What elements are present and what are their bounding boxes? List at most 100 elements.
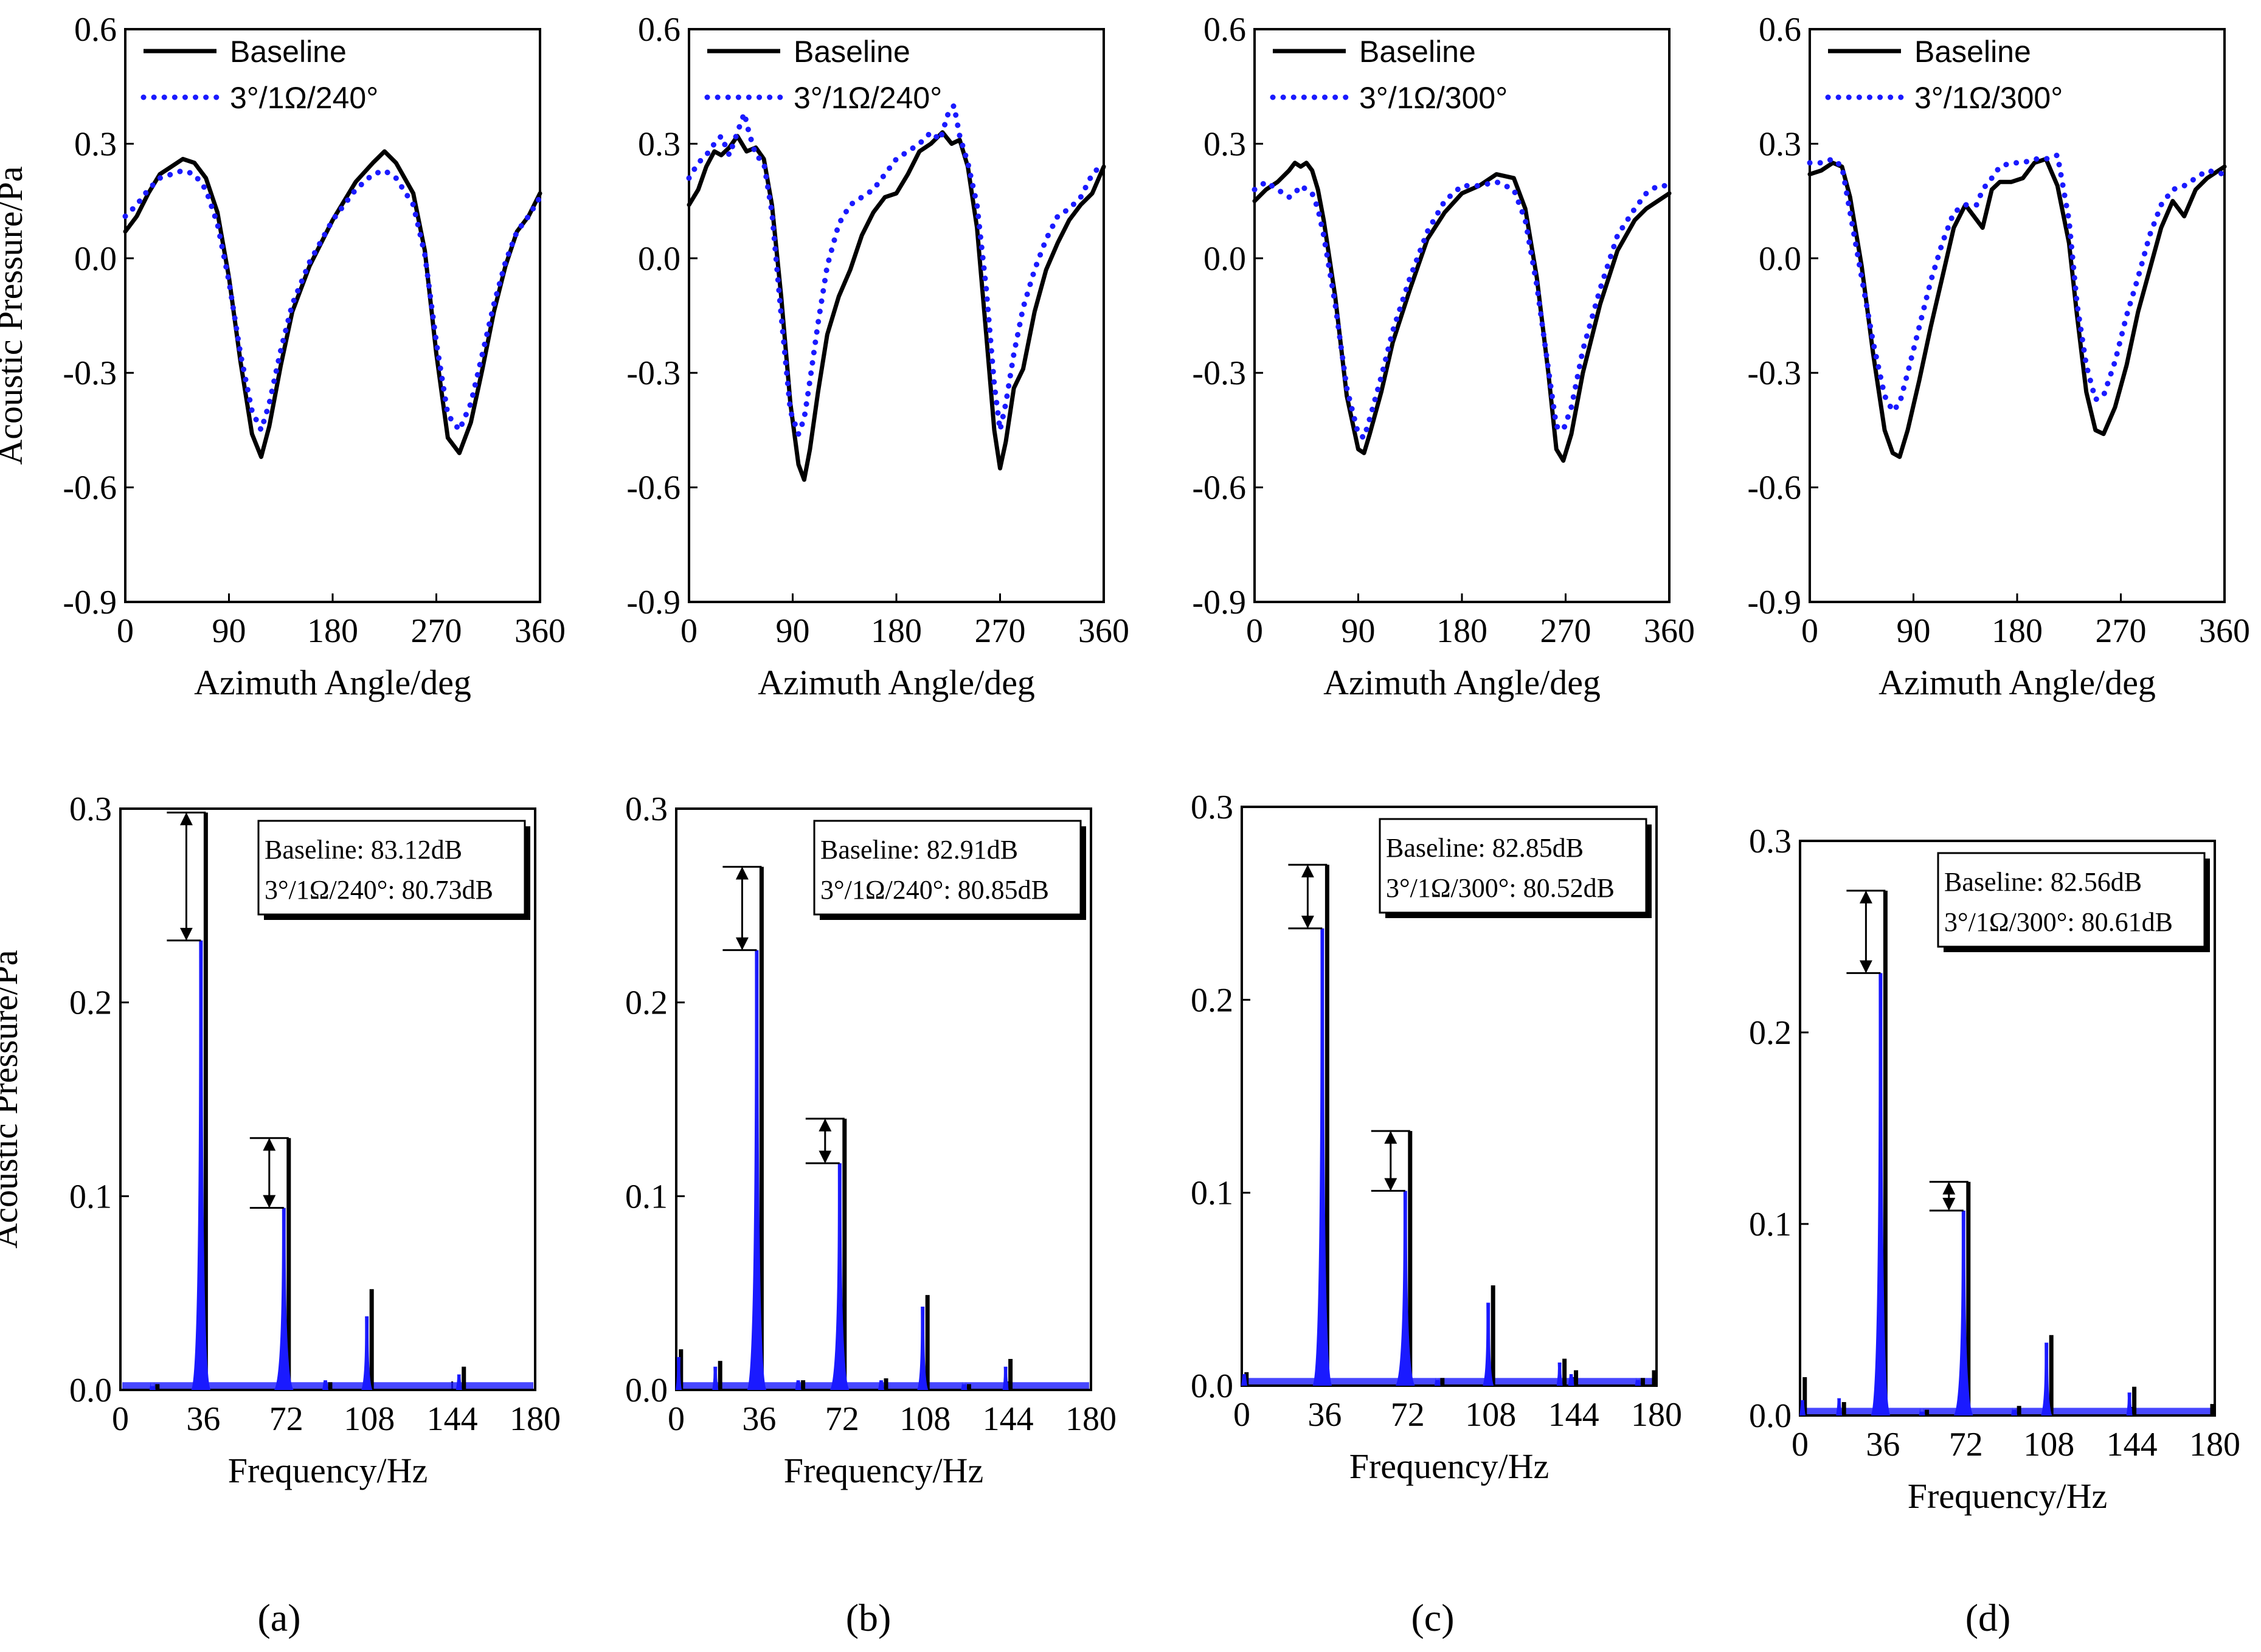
charts-layer: 0 90 180 270 360 -0.9 -0.6 -0.3 0.0 0.3 0.6 Azimuth… <box>0 11 2250 1516</box>
modified-peak <box>1871 973 1891 1415</box>
y-tick-label: 0.3 <box>1759 125 1801 163</box>
x-tick-label: 270 <box>1540 612 1591 650</box>
x-tick-label: 360 <box>514 612 566 650</box>
x-tick-label: 90 <box>776 612 810 650</box>
y-tick-label: 0.6 <box>74 11 117 49</box>
annotation-box <box>257 820 526 916</box>
y-tick-label: 0.1 <box>1749 1206 1792 1243</box>
series-line-baseline <box>1252 161 1672 463</box>
legend-label-modified: 3°/1Ω/300° <box>1914 81 2063 115</box>
y-tick-label: 0.0 <box>638 240 680 278</box>
x-tick-label: 90 <box>212 612 246 650</box>
modified-peak <box>1635 1377 1641 1386</box>
plot-frame <box>1253 28 1671 603</box>
modified-peak <box>1919 1408 1925 1415</box>
x-tick-label: 180 <box>510 1400 561 1438</box>
y-tick-label: 0.3 <box>625 790 668 828</box>
y-tick-label: 0.0 <box>1203 240 1246 278</box>
y-tick-label: 0.3 <box>1191 789 1233 826</box>
modified-peak <box>2011 1407 2018 1415</box>
modified-peak <box>1434 1377 1441 1386</box>
panel-label-b: (b) <box>846 1596 892 1639</box>
x-tick-label: 72 <box>825 1400 859 1438</box>
annotation-baseline: Baseline: 82.91dB <box>820 835 1018 865</box>
y-tick-label: -0.6 <box>1192 469 1246 507</box>
annotation-box <box>813 820 1082 916</box>
modified-peak <box>1568 1374 1574 1386</box>
panel-label-c: (c) <box>1411 1596 1454 1639</box>
y-tick-label: -0.3 <box>626 354 680 392</box>
noise-floor <box>1244 1378 1655 1384</box>
modified-peak <box>1241 1374 1247 1386</box>
plot-frame <box>688 28 1105 603</box>
modified-peak <box>1312 928 1332 1386</box>
series-line-modified <box>1807 152 2228 414</box>
legend-label-modified: 3°/1Ω/300° <box>1359 81 1508 115</box>
x-tick-label: 180 <box>1631 1396 1682 1434</box>
x-tick-label: 72 <box>1391 1396 1425 1434</box>
x-axis-label: Frequency/Hz <box>1349 1446 1549 1486</box>
legend-label-baseline: Baseline <box>794 35 910 69</box>
y-tick-label: 0.0 <box>1759 240 1801 278</box>
modified-peak <box>1836 1398 1843 1415</box>
panel-label-a: (a) <box>257 1596 300 1639</box>
modified-peak <box>676 1357 682 1390</box>
y-tick-label: -0.9 <box>1747 584 1801 621</box>
modified-peak <box>149 1383 156 1390</box>
y-tick-label: 0.1 <box>625 1178 668 1215</box>
x-tick-label: 360 <box>1078 612 1129 650</box>
x-tick-label: 360 <box>1644 612 1695 650</box>
x-tick-label: 0 <box>1233 1396 1250 1434</box>
y-tick-label: -0.6 <box>63 469 117 507</box>
panel-label-d: (d) <box>1965 1596 2011 1639</box>
y-tick-label: 0.2 <box>1749 1014 1792 1052</box>
annotation-baseline: Baseline: 82.56dB <box>1944 867 2142 897</box>
legend-label-modified: 3°/1Ω/240° <box>230 81 378 115</box>
y-tick-label: -0.3 <box>1747 354 1801 392</box>
y-tick-label: 0.3 <box>69 790 112 828</box>
noise-floor <box>1802 1408 2213 1414</box>
modified-peak <box>274 1208 294 1390</box>
x-tick-label: 180 <box>307 612 358 650</box>
modified-peak <box>1483 1302 1494 1386</box>
modified-peak <box>455 1374 462 1390</box>
x-tick-label: 108 <box>1465 1396 1516 1434</box>
modified-peak <box>191 940 211 1390</box>
x-tick-label: 108 <box>899 1400 950 1438</box>
x-tick-label: 0 <box>112 1400 129 1438</box>
y-tick-label: -0.6 <box>1747 469 1801 507</box>
x-tick-label: 180 <box>1065 1400 1117 1438</box>
x-axis-label: Frequency/Hz <box>784 1451 984 1490</box>
y-tick-label: 0.0 <box>74 240 117 278</box>
y-tick-label: 0.2 <box>1191 981 1233 1019</box>
chart-d-bottom: 0 36 72 108 144 180 0.0 0.1 0.2 0.3 Frequency/Hz Ba… <box>1749 823 2240 1516</box>
y-tick-label: 0.6 <box>1203 11 1246 49</box>
x-tick-label: 180 <box>1436 612 1487 650</box>
series-line-baseline <box>123 149 542 459</box>
y-axis-label: Acoustic Pressure/Pa <box>0 166 30 465</box>
y-tick-label: 0.3 <box>638 125 680 163</box>
x-tick-label: 0 <box>117 612 134 650</box>
chart-b-bottom: 0 36 72 108 144 180 0.0 0.1 0.2 0.3 Frequency/Hz Ba… <box>625 790 1117 1490</box>
chart-c-bottom: 0 36 72 108 144 180 0.0 0.1 0.2 0.3 Frequency/Hz Ba… <box>1191 789 1682 1486</box>
legend-label-baseline: Baseline <box>230 35 347 69</box>
x-axis-label: Azimuth Angle/deg <box>194 663 471 702</box>
annotation-baseline: Baseline: 83.12dB <box>265 835 462 865</box>
modified-peak <box>1002 1366 1009 1390</box>
annotation-modified: 3°/1Ω/240°: 80.73dB <box>265 875 493 905</box>
x-tick-label: 108 <box>2023 1426 2074 1464</box>
x-tick-label: 144 <box>2107 1426 2158 1464</box>
legend-label-baseline: Baseline <box>1914 35 2031 69</box>
y-tick-label: 0.2 <box>625 984 668 1022</box>
x-tick-label: 144 <box>1548 1396 1599 1434</box>
modified-peak <box>917 1306 929 1390</box>
x-tick-label: 90 <box>1342 612 1376 650</box>
y-tick-label: -0.9 <box>626 584 680 621</box>
x-tick-label: 0 <box>1792 1426 1809 1464</box>
x-tick-label: 0 <box>680 612 698 650</box>
x-tick-label: 360 <box>2199 612 2250 650</box>
y-tick-label: -0.3 <box>1192 354 1246 392</box>
modified-peak <box>2126 1392 2133 1415</box>
y-tick-label: -0.9 <box>1192 584 1246 621</box>
